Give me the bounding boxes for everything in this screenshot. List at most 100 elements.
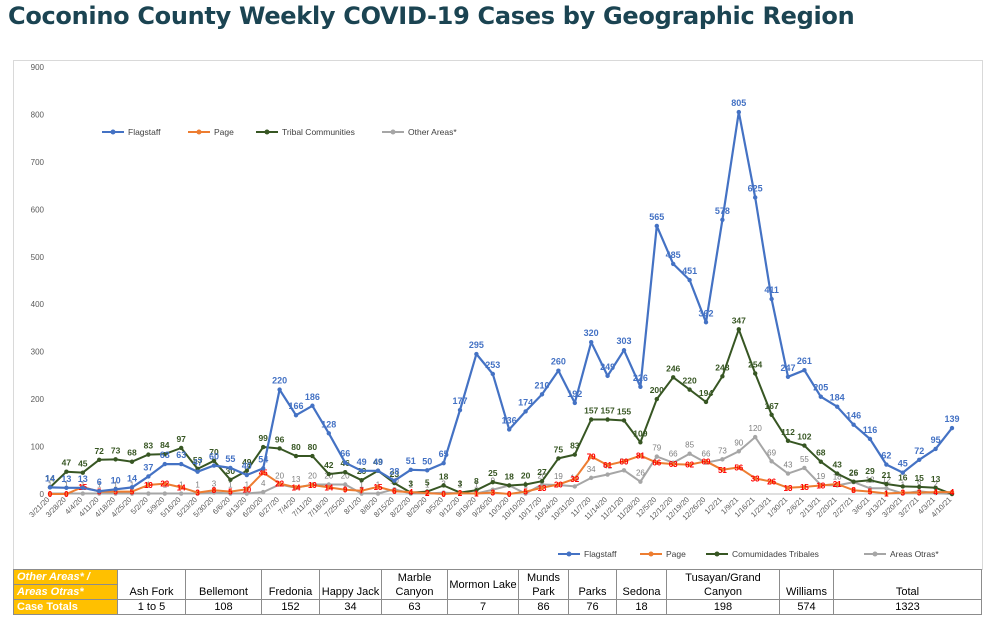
data-point	[293, 485, 299, 490]
data-label: 157	[601, 406, 615, 416]
data-label: 4	[409, 488, 414, 497]
data-label: 99	[258, 433, 268, 443]
data-label: 18	[505, 472, 514, 481]
data-point	[539, 482, 545, 487]
data-label: 45	[898, 459, 908, 469]
data-point	[129, 489, 135, 494]
data-label: 18	[833, 472, 842, 481]
data-label: 14	[45, 473, 55, 483]
data-point	[720, 217, 725, 222]
data-label: 63	[176, 450, 186, 460]
data-label: 20	[275, 472, 284, 481]
data-point	[654, 396, 659, 402]
data-point	[375, 468, 381, 473]
data-point	[457, 490, 463, 496]
data-label: 4	[261, 479, 266, 488]
data-label: 51	[406, 456, 416, 466]
data-point	[621, 459, 627, 464]
data-label: 128	[321, 419, 336, 429]
data-label: 33	[751, 474, 760, 483]
data-point	[507, 491, 512, 497]
data-point	[753, 195, 758, 200]
data-label: 13	[61, 474, 71, 484]
data-label: 8	[212, 486, 217, 495]
x-tick-label: 1/2/21	[703, 495, 724, 516]
data-point	[64, 485, 69, 491]
data-point	[359, 468, 364, 473]
data-label: 136	[502, 415, 517, 425]
data-label: 0	[48, 490, 53, 499]
data-point	[703, 399, 709, 405]
area-name: Total	[833, 569, 982, 600]
data-point	[408, 489, 413, 495]
data-label: 51	[718, 466, 727, 475]
data-label: 66	[669, 450, 678, 459]
series-other-areas-: 1111111111311420132020201110113119181201…	[48, 424, 955, 497]
data-point	[867, 478, 873, 483]
data-label: 3	[195, 489, 200, 498]
series-line	[49, 328, 953, 495]
data-point	[589, 339, 594, 345]
area-total: 76	[568, 599, 617, 615]
page-title: Coconino County Weekly COVID-19 Cases by…	[8, 2, 855, 30]
data-point	[47, 485, 53, 490]
data-point	[293, 453, 299, 459]
data-label: 20	[521, 471, 531, 481]
data-label: 3	[212, 480, 217, 489]
data-point	[556, 368, 561, 373]
data-label: 83	[144, 441, 154, 451]
data-point	[572, 484, 577, 489]
data-label: 63	[669, 460, 678, 469]
y-tick-label: 100	[31, 443, 45, 452]
area-name: Tusayan/Grand Canyon	[666, 569, 780, 600]
line-chart: 01002003004005006007008009003/21/203/28/…	[27, 63, 959, 559]
data-label: 45	[78, 459, 88, 469]
data-point	[490, 371, 495, 377]
data-point	[589, 454, 594, 459]
series-line	[50, 454, 952, 495]
data-point	[64, 469, 69, 474]
y-tick-label: 200	[31, 395, 45, 404]
data-point	[818, 394, 823, 399]
data-point	[851, 488, 856, 493]
data-point	[851, 479, 856, 484]
data-point	[228, 489, 233, 494]
data-point	[343, 460, 348, 465]
data-point	[785, 485, 791, 491]
data-point	[917, 484, 922, 490]
data-point	[211, 463, 217, 468]
data-label: 70	[209, 447, 219, 457]
data-label: 13	[78, 474, 88, 484]
data-label: 26	[767, 478, 776, 487]
data-label: 28	[389, 467, 399, 477]
data-point	[195, 490, 200, 495]
data-point	[146, 482, 151, 488]
data-point	[638, 384, 643, 389]
data-label: 200	[650, 385, 664, 395]
data-point	[605, 462, 610, 468]
area-total: 574	[779, 599, 834, 615]
data-label: 79	[652, 444, 661, 453]
data-point	[785, 471, 791, 476]
data-point	[884, 462, 889, 467]
data-point	[425, 490, 430, 496]
data-label: 12	[882, 475, 891, 484]
data-label: 14	[45, 473, 55, 483]
data-label: 68	[816, 448, 826, 458]
data-label: 27	[537, 467, 547, 477]
data-point	[244, 468, 249, 473]
data-point	[802, 367, 807, 373]
data-point	[277, 446, 282, 451]
area-name: Sedona	[616, 569, 667, 600]
data-label: 226	[633, 373, 648, 383]
data-point	[375, 491, 381, 496]
data-label: 112	[781, 427, 795, 437]
data-point	[113, 457, 118, 462]
data-label: 1	[245, 481, 250, 490]
legend-label: Other Areas*	[408, 127, 457, 137]
data-point	[146, 491, 151, 496]
data-label: 25	[849, 469, 858, 478]
data-label: 81	[636, 452, 645, 461]
area-name: Mormon Lake	[447, 569, 519, 600]
data-label: 167	[765, 401, 779, 411]
